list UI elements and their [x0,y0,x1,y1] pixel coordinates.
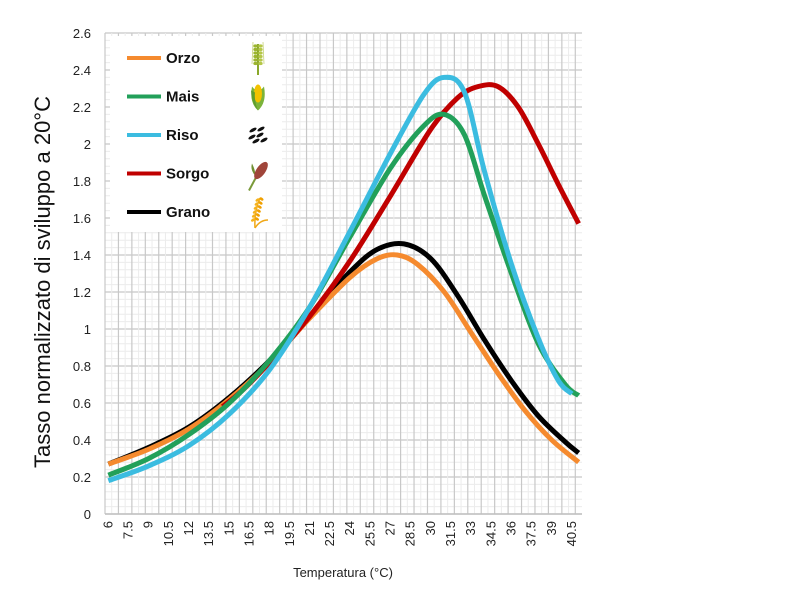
x-tick-label: 34.5 [483,521,498,546]
x-tick-label: 31.5 [443,521,458,546]
legend-label: Grano [166,204,210,221]
x-tick-label: 7.5 [121,521,136,539]
x-tick-label: 15 [221,521,236,535]
x-tick-label: 30 [423,521,438,535]
y-tick-label: 0.6 [73,396,91,411]
x-tick-label: 16.5 [241,521,256,546]
y-tick-label: 0.4 [73,433,91,448]
y-tick-label: 2 [84,137,91,152]
y-tick-label: 1 [84,322,91,337]
y-tick-label: 0.8 [73,359,91,374]
x-tick-label: 33 [463,521,478,535]
x-axis-ticks: 6 7.5 9 10.5 12 13.5 15 16.5 18 19.5 21 22.5 24 25.5 2… [100,521,579,546]
legend-label: Riso [166,127,199,144]
series-line-mais [107,111,581,478]
legend-label: Mais [166,89,199,106]
x-tick-label: 28.5 [403,521,418,546]
legend-item-grano: Grano [127,197,269,229]
wheat-icon [251,197,269,229]
y-tick-label: 2.4 [73,63,91,78]
x-tick-label: 39 [544,521,559,535]
x-tick-label: 12 [181,521,196,535]
x-axis-title: Temperatura (°C) [293,565,393,580]
x-tick-label: 10.5 [161,521,176,546]
series-layer [107,74,581,484]
y-tick-label: 1.4 [73,248,91,263]
y-tick-label: 2.2 [73,100,91,115]
y-tick-label: 0.2 [73,470,91,485]
x-tick-label: 27 [383,521,398,535]
x-tick-label: 24 [342,521,357,535]
x-tick-label: 6 [100,521,115,528]
x-tick-label: 13.5 [201,521,216,546]
x-tick-label: 22.5 [322,521,337,546]
legend-label: Sorgo [166,166,209,183]
y-axis-ticks: 0 0.2 0.4 0.6 0.8 1 1.2 1.4 1.6 1.8 2 2.2 2.4 2.6 [73,26,91,522]
y-axis-title: Tasso normalizzato di sviluppo a 20°C [30,96,55,468]
y-tick-label: 1.8 [73,174,91,189]
x-tick-label: 25.5 [362,521,377,546]
series-line-orzo [107,252,581,467]
y-tick-label: 0 [84,507,91,522]
legend: Orzo Mais Riso Sorgo Grano [110,36,282,232]
legend-item-sorgo: Sorgo [127,161,268,191]
y-tick-label: 1.2 [73,285,91,300]
y-tick-label: 2.6 [73,26,91,41]
x-tick-label: 36 [503,521,518,535]
legend-item-riso: Riso [127,126,268,144]
x-tick-label: 19.5 [282,521,297,546]
x-tick-label: 40.5 [564,521,579,546]
barley-icon [251,41,265,75]
legend-label: Orzo [166,50,200,67]
x-tick-label: 37.5 [524,521,539,546]
corn-icon [251,84,265,111]
x-tick-label: 18 [262,521,277,535]
y-tick-label: 1.6 [73,211,91,226]
legend-item-orzo: Orzo [127,41,265,75]
x-tick-label: 21 [302,521,317,535]
legend-item-mais: Mais [127,84,265,111]
x-tick-label: 9 [141,521,156,528]
sorghum-icon [248,161,268,191]
rice-icon [248,126,268,144]
series-line-riso [107,74,574,484]
